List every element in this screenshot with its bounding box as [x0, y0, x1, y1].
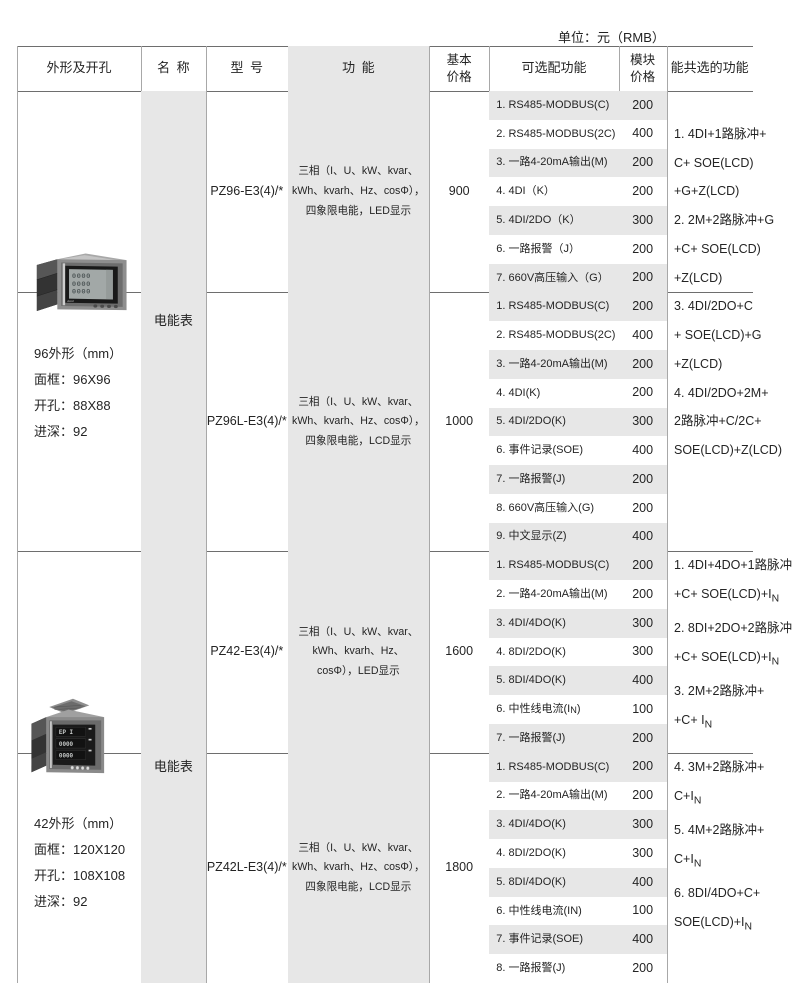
svg-text:0000: 0000 [59, 752, 73, 759]
svg-text:0000: 0000 [71, 273, 90, 279]
svg-text:0000: 0000 [71, 289, 90, 295]
svg-text:0000: 0000 [71, 281, 90, 287]
svg-text:Acrel: Acrel [65, 299, 73, 303]
svg-text:0000: 0000 [59, 741, 73, 748]
svg-text:EP I: EP I [59, 729, 73, 736]
